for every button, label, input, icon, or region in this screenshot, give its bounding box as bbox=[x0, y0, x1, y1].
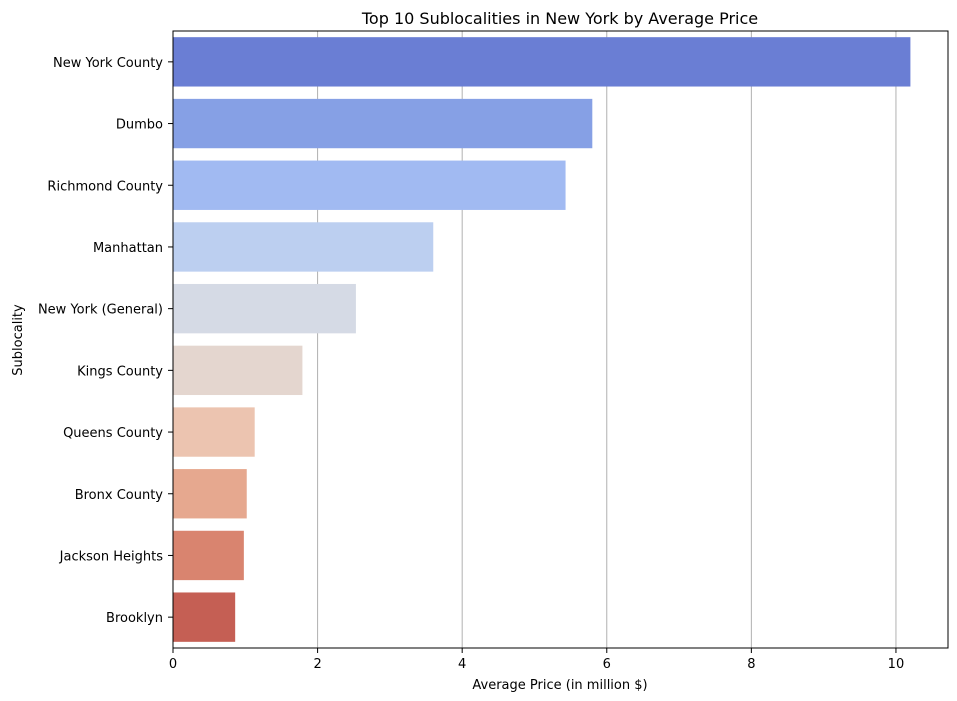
x-tick-label: 0 bbox=[169, 657, 177, 672]
y-tick-label: Kings County bbox=[77, 364, 163, 379]
x-axis-ticks: 0 2 4 6 8 10 bbox=[169, 648, 904, 672]
bar-queens-county bbox=[173, 407, 255, 457]
x-tick-label: 10 bbox=[888, 657, 905, 672]
y-tick-label: Manhattan bbox=[93, 241, 163, 256]
y-tick-label: New York County bbox=[53, 56, 163, 71]
chart-title: Top 10 Sublocalities in New York by Aver… bbox=[361, 9, 758, 28]
y-tick-label: Brooklyn bbox=[106, 611, 163, 626]
y-tick-label: Queens County bbox=[63, 426, 163, 441]
bar-bronx-county bbox=[173, 469, 247, 519]
bar-new-york-county bbox=[173, 37, 911, 87]
y-tick-label: Richmond County bbox=[47, 179, 163, 194]
bar-kings-county bbox=[173, 345, 303, 396]
bar-new-york-general bbox=[173, 283, 356, 334]
x-tick-label: 4 bbox=[458, 657, 466, 672]
bar-dumbo bbox=[173, 98, 593, 149]
x-tick-label: 2 bbox=[313, 657, 321, 672]
x-tick-label: 8 bbox=[747, 657, 755, 672]
y-axis-ticks: New York County Dumbo Richmond County Manha… bbox=[38, 56, 173, 626]
y-tick-label: Jackson Heights bbox=[59, 549, 164, 564]
x-axis-label: Average Price (in million $) bbox=[472, 678, 647, 693]
x-tick-label: 6 bbox=[603, 657, 611, 672]
y-axis-label: Sublocality bbox=[11, 304, 26, 376]
plot-frame bbox=[172, 30, 949, 649]
y-tick-label: Bronx County bbox=[75, 488, 164, 503]
bar-richmond-county bbox=[173, 160, 566, 210]
bar-layer bbox=[173, 37, 911, 642]
bar-jackson-heights bbox=[173, 530, 244, 581]
bar-manhattan bbox=[173, 222, 434, 272]
y-tick-label: New York (General) bbox=[38, 303, 163, 318]
y-tick-label: Dumbo bbox=[116, 118, 163, 133]
bar-brooklyn bbox=[173, 592, 236, 642]
